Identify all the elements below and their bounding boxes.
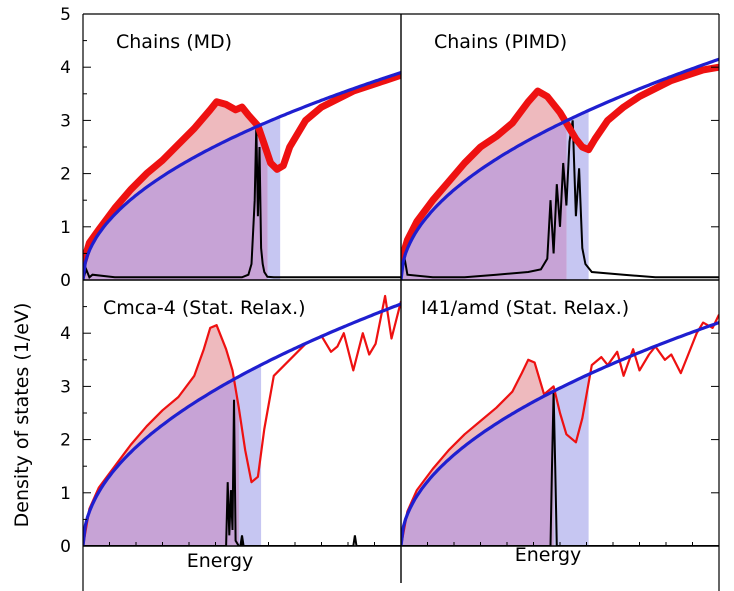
y-tick-label: 0 <box>60 271 71 291</box>
total-dos-line <box>401 63 719 263</box>
free-electron-curve <box>83 70 401 280</box>
overlap-fill <box>83 126 268 280</box>
y-tick-label: 4 <box>60 324 71 344</box>
panel-title: I41/amd (Stat. Relax.) <box>421 297 629 319</box>
y-tick-label: 1 <box>60 484 71 504</box>
overlap-fill <box>401 121 567 280</box>
y-tick-label: 2 <box>60 431 71 451</box>
y-tick-label: 3 <box>60 111 71 131</box>
panel-title: Cmca-4 (Stat. Relax.) <box>103 297 306 319</box>
panel-top-left: Chains (MD) 0 1 2 3 4 5 <box>60 5 401 291</box>
panel-title: Chains (MD) <box>116 31 232 53</box>
free-electron-curve <box>401 57 719 280</box>
overlap-fill <box>83 379 239 546</box>
y-tick-label: 0 <box>60 537 71 557</box>
y-axis-label: Density of states (1/eV) <box>11 303 33 528</box>
x-axis-label-right: Energy <box>515 544 582 566</box>
y-tick-label: 1 <box>60 218 71 238</box>
panel-title: Chains (PIMD) <box>434 31 567 53</box>
overlap-fill <box>401 391 554 546</box>
x-axis-label-left: Energy <box>187 550 254 572</box>
total-dos-line <box>83 71 401 266</box>
y-tick-label: 4 <box>60 58 71 78</box>
total-dos-line <box>401 314 719 546</box>
y-tick-label: 3 <box>60 377 71 397</box>
proton-dos-line <box>83 399 401 546</box>
panel-bottom-left: Cmca-4 (Stat. Relax.) 0 1 2 3 4 <box>60 294 401 557</box>
y-tick-label: 2 <box>60 165 71 185</box>
proton-dos-line <box>401 120 719 280</box>
proton-dos-line <box>83 125 401 280</box>
panel-top-right: Chains (PIMD) <box>401 13 719 281</box>
y-tick-label: 5 <box>60 5 71 25</box>
total-dos-line <box>83 294 401 546</box>
free-electron-curve <box>83 302 401 546</box>
panel-bottom-right: I41/amd (Stat. Relax.) <box>401 297 719 547</box>
free-electron-curve <box>401 321 719 546</box>
